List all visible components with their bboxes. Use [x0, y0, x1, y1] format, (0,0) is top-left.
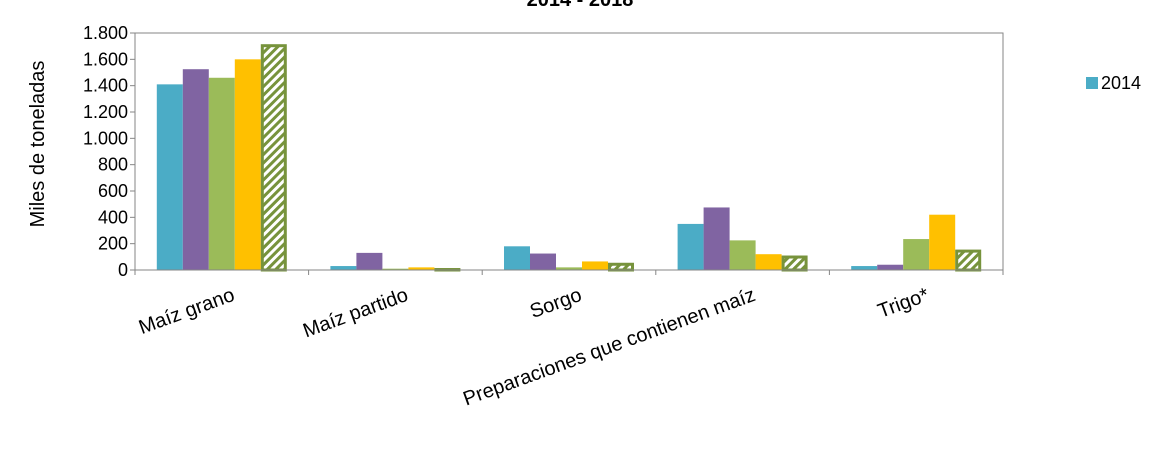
bar	[260, 44, 287, 272]
x-tick-label: Trigo*	[875, 284, 932, 323]
x-tick-label: Sorgo	[527, 284, 585, 323]
legend: 2014	[1086, 73, 1141, 93]
bar	[582, 261, 608, 270]
bar	[929, 214, 956, 270]
y-tick-label: 0	[118, 260, 128, 280]
bar	[234, 59, 261, 271]
bar	[382, 268, 409, 270]
bar	[877, 264, 904, 270]
bar	[556, 267, 582, 270]
bar	[208, 77, 235, 271]
x-tick-label: Maíz grano	[136, 284, 238, 339]
y-tick-label: 1.400	[83, 76, 128, 96]
y-tick-label: 800	[98, 155, 128, 175]
y-tick-label: 1.000	[83, 128, 128, 148]
x-tick-label: Preparaciones que contienen maíz	[460, 284, 758, 410]
legend-swatch	[1086, 77, 1098, 89]
y-tick-label: 200	[98, 234, 128, 254]
plot-area: 0 200 400 600 800 1.000 1.200 1.400 1.600 1.800 Ma…	[83, 23, 1004, 410]
y-tick-label: 1.600	[83, 49, 128, 69]
bar	[408, 267, 435, 270]
bar	[504, 246, 530, 270]
bar	[356, 252, 383, 270]
y-tick-label: 600	[98, 181, 128, 201]
bar	[182, 69, 209, 270]
bar	[903, 239, 930, 270]
bar	[330, 266, 357, 270]
bar	[677, 223, 704, 270]
chart-title: 2014 - 2018	[527, 0, 634, 11]
bar	[955, 249, 982, 272]
y-tick-label: 1.200	[83, 102, 128, 122]
bar	[781, 255, 808, 272]
y-tick-label: 400	[98, 207, 128, 227]
bar	[530, 253, 556, 270]
bar	[755, 254, 782, 270]
x-tick-label: Maíz partido	[300, 284, 411, 342]
bar	[729, 240, 756, 270]
bar	[156, 84, 183, 270]
y-tick-label: 1.800	[83, 23, 128, 43]
bar	[703, 207, 730, 270]
bar	[851, 266, 878, 270]
legend-label: 2014	[1101, 73, 1141, 93]
y-axis-title: Miles de toneladas	[27, 61, 49, 228]
bar	[608, 262, 634, 272]
